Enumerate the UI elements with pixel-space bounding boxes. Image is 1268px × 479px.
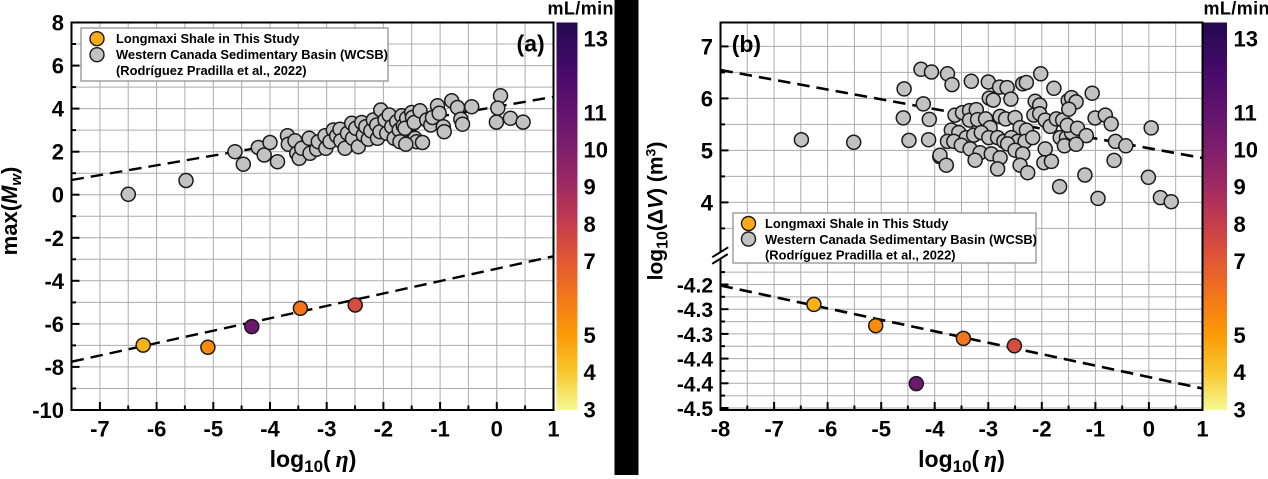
svg-text:-1: -1 xyxy=(430,416,450,441)
svg-text:-4.3: -4.3 xyxy=(677,299,713,322)
svg-text:1: 1 xyxy=(1196,416,1208,441)
svg-text:8: 8 xyxy=(52,11,64,36)
svg-text:(Rodríguez Pradilla et al., 20: (Rodríguez Pradilla et al., 2022) xyxy=(116,63,307,78)
svg-text:13: 13 xyxy=(1234,26,1258,51)
svg-text:11: 11 xyxy=(584,101,607,126)
svg-text:2: 2 xyxy=(52,140,64,165)
svg-text:13: 13 xyxy=(584,26,608,51)
svg-text:5: 5 xyxy=(584,323,596,348)
svg-text:8: 8 xyxy=(584,212,596,237)
svg-text:-4: -4 xyxy=(925,416,945,441)
svg-text:-2: -2 xyxy=(374,416,394,441)
svg-text:7: 7 xyxy=(701,34,713,59)
svg-text:5: 5 xyxy=(1234,323,1246,348)
svg-text:-10: -10 xyxy=(32,398,64,423)
svg-text:7: 7 xyxy=(1234,249,1246,274)
svg-text:8: 8 xyxy=(1234,212,1246,237)
svg-text:-4: -4 xyxy=(260,416,280,441)
svg-text:Western Canada Sedimentary Bas: Western Canada Sedimentary Basin (WCSB) xyxy=(116,47,388,62)
svg-text:mL/min: mL/min xyxy=(1204,0,1268,19)
svg-text:(Rodríguez Pradilla et al., 20: (Rodríguez Pradilla et al., 2022) xyxy=(765,248,956,263)
svg-text:-5: -5 xyxy=(204,416,224,441)
svg-text:-4.3: -4.3 xyxy=(677,324,713,347)
svg-text:-8: -8 xyxy=(44,355,64,380)
svg-text:10: 10 xyxy=(584,138,608,163)
svg-text:Longmaxi Shale in This Study: Longmaxi Shale in This Study xyxy=(765,216,949,231)
svg-text:0: 0 xyxy=(1143,416,1155,441)
svg-text:-2: -2 xyxy=(1032,416,1052,441)
svg-text:9: 9 xyxy=(1234,175,1246,200)
svg-text:4: 4 xyxy=(701,190,714,215)
svg-text:-6: -6 xyxy=(147,416,167,441)
svg-text:11: 11 xyxy=(1234,101,1257,126)
svg-text:-4.4: -4.4 xyxy=(677,373,714,396)
svg-text:9: 9 xyxy=(584,175,596,200)
svg-text:-1: -1 xyxy=(1086,416,1106,441)
svg-text:(a): (a) xyxy=(517,30,545,56)
svg-text:Western Canada Sedimentary Bas: Western Canada Sedimentary Basin (WCSB) xyxy=(765,232,1037,247)
svg-text:4: 4 xyxy=(1234,360,1247,385)
svg-text:4: 4 xyxy=(52,97,65,122)
svg-text:-4.4: -4.4 xyxy=(677,349,714,372)
svg-text:log10(ΔV) (m3): log10(ΔV) (m3) xyxy=(643,142,672,281)
svg-text:6: 6 xyxy=(701,86,713,111)
svg-text:-3: -3 xyxy=(979,416,999,441)
svg-text:log10( η): log10( η) xyxy=(918,446,1005,476)
svg-text:-7: -7 xyxy=(90,416,110,441)
svg-text:-4.2: -4.2 xyxy=(677,275,713,298)
svg-text:-3: -3 xyxy=(317,416,337,441)
svg-text:-4: -4 xyxy=(44,269,64,294)
svg-text:-5: -5 xyxy=(871,416,891,441)
svg-text:0: 0 xyxy=(52,183,64,208)
svg-text:-6: -6 xyxy=(818,416,838,441)
svg-text:-2: -2 xyxy=(44,226,64,251)
svg-text:5: 5 xyxy=(701,138,713,163)
svg-text:0: 0 xyxy=(491,416,503,441)
svg-text:-8: -8 xyxy=(711,416,731,441)
svg-text:mL/min: mL/min xyxy=(548,0,614,19)
svg-text:-4.5: -4.5 xyxy=(677,398,714,421)
svg-text:Longmaxi Shale in This Study: Longmaxi Shale in This Study xyxy=(116,31,300,46)
svg-text:10: 10 xyxy=(1234,138,1258,163)
svg-text:-6: -6 xyxy=(44,312,64,337)
svg-text:6: 6 xyxy=(52,54,64,79)
svg-text:1: 1 xyxy=(547,416,559,441)
svg-text:3: 3 xyxy=(1234,397,1246,422)
svg-text:4: 4 xyxy=(584,360,597,385)
svg-text:7: 7 xyxy=(584,249,596,274)
svg-text:(b): (b) xyxy=(732,31,761,57)
svg-text:-7: -7 xyxy=(764,416,784,441)
svg-text:3: 3 xyxy=(584,397,596,422)
